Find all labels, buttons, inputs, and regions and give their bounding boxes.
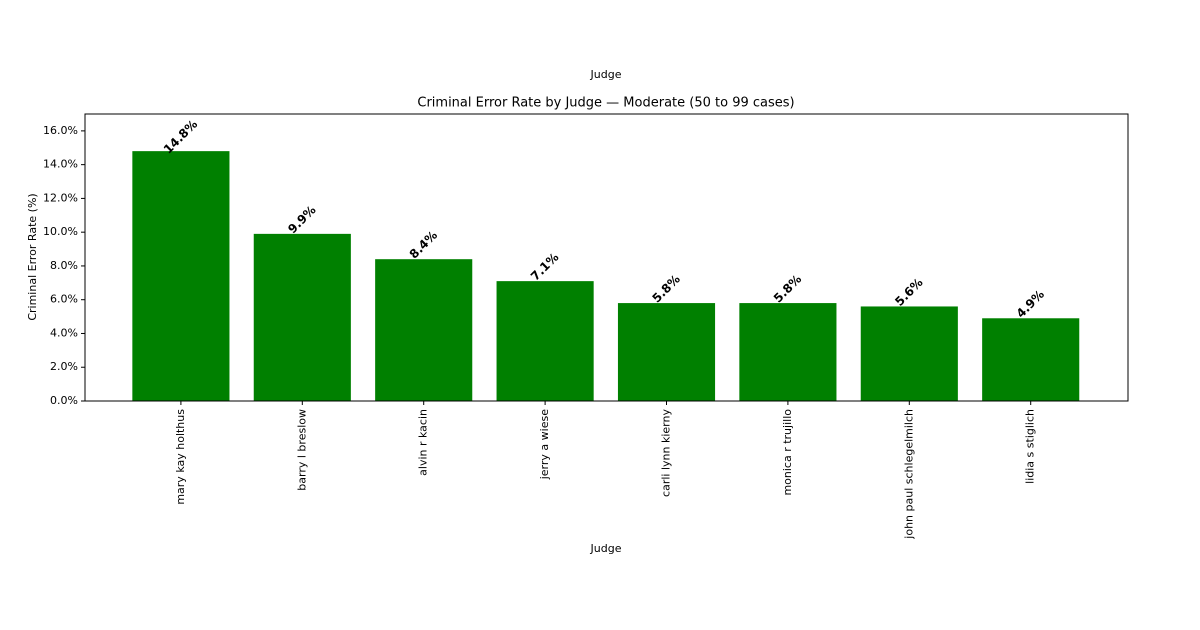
- x-tick-label: jerry a wiese: [538, 409, 551, 480]
- y-tick-label: 6.0%: [50, 293, 78, 306]
- y-tick-label: 10.0%: [43, 225, 78, 238]
- y-tick-label: 12.0%: [43, 191, 78, 204]
- y-tick-label: 0.0%: [50, 394, 78, 407]
- bar: [982, 318, 1080, 401]
- y-tick-label: 8.0%: [50, 259, 78, 272]
- x-tick-label: barry l breslow: [295, 409, 308, 491]
- annotation: Judge: [590, 68, 622, 81]
- bar: [860, 306, 958, 401]
- bar: [132, 151, 230, 401]
- chart-title: Criminal Error Rate by Judge — Moderate …: [417, 96, 794, 111]
- y-tick-label: 4.0%: [50, 326, 78, 339]
- x-axis-label: Judge: [590, 542, 622, 555]
- x-tick-label: monica r trujillo: [781, 409, 794, 496]
- bar: [253, 233, 351, 401]
- bar: [739, 303, 837, 401]
- x-tick-label: mary kay holthus: [174, 409, 187, 505]
- bar: [496, 281, 594, 401]
- x-tick-label: alvin r kacin: [417, 409, 430, 476]
- y-tick-label: 14.0%: [43, 158, 78, 171]
- x-tick-label: carli lynn kierny: [660, 409, 673, 497]
- plot-frame: [84, 113, 1129, 402]
- x-tick-label: lidia s stiglich: [1024, 409, 1037, 484]
- bar: [617, 303, 716, 401]
- y-axis-label: Criminal Error Rate (%): [26, 193, 39, 320]
- x-tick-label: john paul schlegelmilch: [902, 409, 915, 540]
- y-tick-label: 16.0%: [43, 124, 78, 137]
- y-tick-label: 2.0%: [50, 360, 78, 373]
- bar: [375, 259, 473, 401]
